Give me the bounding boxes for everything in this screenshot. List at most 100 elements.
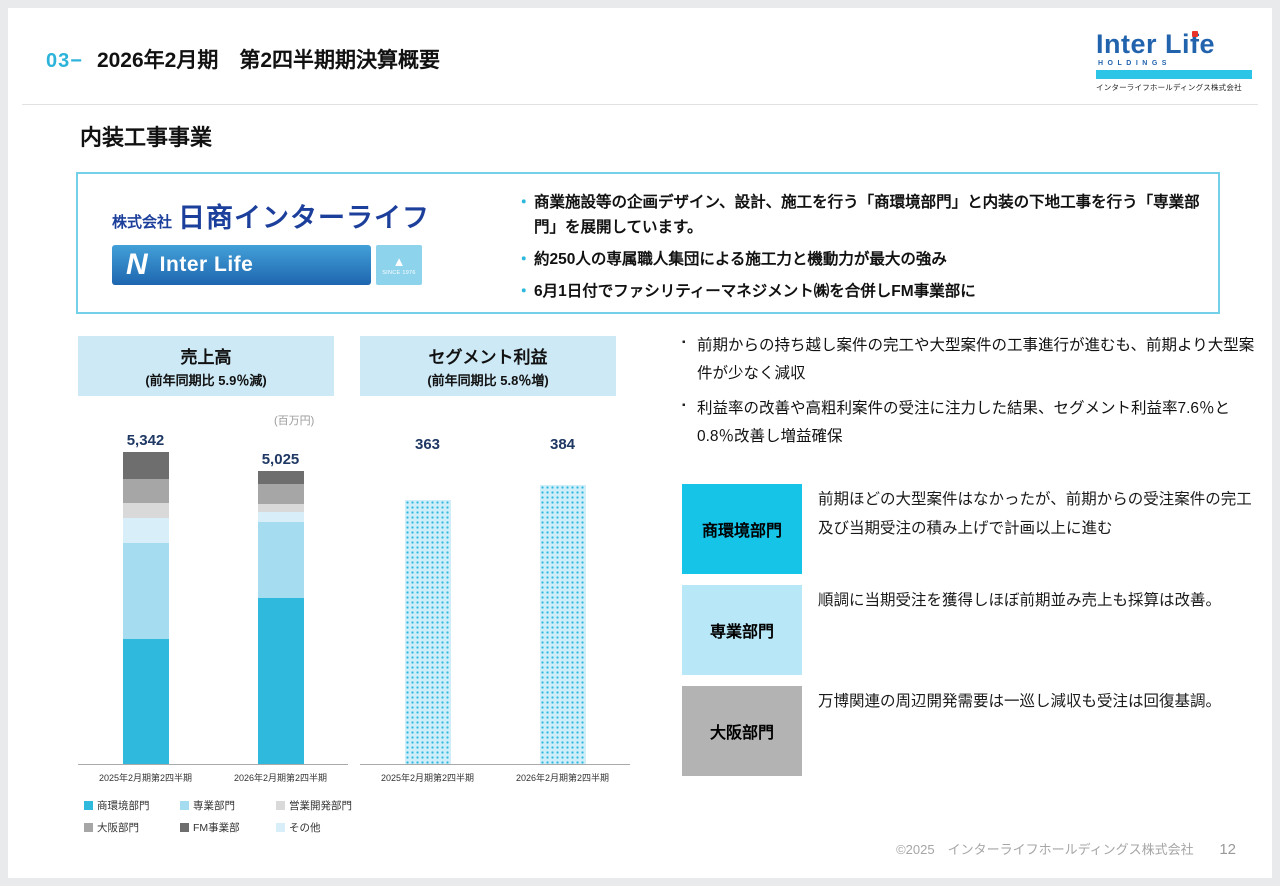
dept-label: 大阪部門: [682, 686, 802, 776]
company-bullet-text: 約250人の専属職人集団による施工力と機動力が最大の強み: [534, 251, 947, 269]
analysis-text: 利益率の改善や高粗利案件の受注に注力した結果、セグメント利益率7.6％と0.8％…: [697, 399, 1231, 445]
interlife-sub-logo: N Inter Life ▲ SINCE 1976: [112, 245, 422, 285]
analysis-text: 前期からの持ち越し案件の完工や大型案件の工事進行が進むも、前期より大型案件が少な…: [697, 337, 1255, 382]
square-bullet-icon: ▪: [682, 399, 686, 411]
company-bullet-list: ・ 商業施設等の企画デザイン、設計、施工を行う「商環境部門」と内装の下地工事を行…: [516, 190, 1222, 311]
legend-label: FM事業部: [193, 822, 240, 834]
dept-text: 順調に当期受注を獲得しほぼ前期並み売上も採算は改善。: [818, 592, 1222, 609]
legend-label: その他: [289, 822, 321, 834]
brand-holdings-label: HOLDINGS: [1098, 60, 1171, 68]
company-bullet-text: 商業施設等の企画デザイン、設計、施工を行う「商環境部門」と内装の下地工事を行う「…: [534, 194, 1200, 237]
segment-その他: [257, 511, 304, 522]
sales-chart-subtitle: (前年同期比 5.9％減): [145, 373, 267, 388]
dept-label: 商環境部門: [682, 484, 802, 574]
triangle-icon: ▲: [392, 253, 406, 269]
dot-bullet-icon: ・: [516, 194, 532, 211]
legend-swatch-icon: [276, 823, 285, 832]
x-axis-label: 2025年2月期第2四半期: [98, 773, 193, 783]
segment-商環境部門: [122, 638, 169, 764]
sales-chart-legend: 商環境部門 専業部門 営業開発部門大阪部門 FM事業部 その他: [84, 798, 394, 835]
segment-その他: [122, 518, 169, 544]
sales-chart-header: 売上高 (前年同期比 5.9％減): [78, 336, 334, 396]
interlife-logo-bar: N Inter Life: [112, 245, 371, 285]
company-logo: 株式会社 日商インターライフ N Inter Life ▲ SINCE 1976: [112, 196, 430, 285]
sales-bar-1: 5,025: [257, 450, 304, 764]
segment-営業開発部門: [122, 503, 169, 519]
x-axis-label: 2025年2月期第2四半期: [380, 773, 475, 783]
company-overview-box: 株式会社 日商インターライフ N Inter Life ▲ SINCE 1976 …: [76, 172, 1220, 314]
profit-bar-value: 363: [414, 436, 441, 453]
brand-company-name: インターライフホールディングス株式会社: [1096, 83, 1242, 93]
company-bullet: ・ 商業施設等の企画デザイン、設計、施工を行う「商環境部門」と内装の下地工事を行…: [516, 190, 1222, 240]
dot-bullet-icon: ・: [516, 251, 532, 269]
company-prefix: 株式会社: [112, 214, 173, 231]
profit-bar-value: 384: [549, 436, 576, 453]
legend-item: 専業部門: [180, 798, 276, 813]
dept-text: 前期ほどの大型案件はなかったが、前期からの受注案件の完工及び当期受注の積み上げで…: [818, 491, 1252, 537]
section-title: 内装工事事業: [80, 125, 213, 150]
unit-label: (百万円): [274, 415, 315, 427]
legend-item: FM事業部: [180, 820, 276, 835]
legend-label: 専業部門: [193, 800, 235, 812]
legend-label: 商環境部門: [97, 800, 150, 812]
brand-cyan-bar: [1096, 70, 1252, 80]
company-name: 日商インターライフ: [178, 203, 431, 233]
profit-bar-0: [404, 500, 451, 764]
profit-chart-xlabels: 2025年2月期第2四半期 2026年2月期第2四半期: [360, 771, 630, 784]
dot-bullet-icon: ・: [516, 283, 532, 301]
sales-chart-plot: 5,342 5,025: [78, 432, 348, 765]
profit-chart-values: 363 384: [360, 436, 630, 456]
dept-text: 万博関連の周辺開発需要は一巡し減収も受注は回復基調。: [818, 693, 1222, 710]
company-bullet: ・ 6月1日付でファシリティーマネジメント㈱を合併しFM事業部に: [516, 279, 1222, 304]
legend-swatch-icon: [84, 823, 93, 832]
profit-bar-1: [539, 485, 586, 764]
sales-bar-stack: [257, 470, 304, 764]
sales-bar-0: 5,342: [122, 432, 169, 764]
sales-bar-stack: [122, 452, 169, 764]
legend-swatch-icon: [180, 801, 189, 810]
legend-item: 営業開発部門: [276, 798, 388, 813]
profit-chart-title: セグメント利益: [428, 348, 548, 367]
segment-大阪部門: [122, 479, 169, 504]
company-bullet: ・ 約250人の専属職人集団による施工力と機動力が最大の強み: [516, 247, 1222, 272]
segment-FM事業部: [257, 470, 304, 484]
segment-商環境部門: [257, 597, 304, 764]
n-logo-icon: N: [126, 248, 148, 281]
legend-swatch-icon: [276, 801, 285, 810]
since-label: SINCE 1976: [382, 269, 416, 276]
slide-header: 03− 2026年2月期 第2四半期期決算概要: [46, 44, 440, 74]
dept-label: 専業部門: [682, 585, 802, 675]
sales-chart-xlabels: 2025年2月期第2四半期 2026年2月期第2四半期: [78, 771, 348, 784]
x-axis-label: 2026年2月期第2四半期: [233, 773, 328, 783]
company-name-line: 株式会社 日商インターライフ: [112, 196, 430, 235]
segment-FM事業部: [122, 452, 169, 480]
department-summaries: 商環境部門 前期ほどの大型案件はなかったが、前期からの受注案件の完工及び当期受注…: [682, 484, 1262, 787]
analysis-bullet: ▪ 利益率の改善や高粗利案件の受注に注力した結果、セグメント利益率7.6％と0.…: [682, 395, 1264, 451]
segment-専業部門: [122, 543, 169, 639]
profit-chart-plot: [360, 438, 630, 765]
profit-chart-header: セグメント利益 (前年同期比 5.8％増): [360, 336, 616, 396]
slide: 03− 2026年2月期 第2四半期期決算概要 Inter Life HOLDI…: [8, 8, 1272, 878]
dept-row-sengyo: 専業部門 順調に当期受注を獲得しほぼ前期並み売上も採算は改善。: [682, 585, 1262, 675]
header-divider: [22, 104, 1258, 105]
segment-大阪部門: [257, 483, 304, 504]
legend-item: その他: [276, 820, 388, 835]
x-axis-label: 2026年2月期第2四半期: [515, 773, 610, 783]
sales-bar-total: 5,025: [261, 450, 300, 468]
segment-専業部門: [257, 521, 304, 598]
legend-swatch-icon: [84, 801, 93, 810]
slide-footer: ©2025 インターライフホールディングス株式会社 12: [896, 839, 1236, 858]
legend-item: 商環境部門: [84, 798, 180, 813]
copyright-text: ©2025 インターライフホールディングス株式会社: [896, 842, 1194, 857]
brand-logo-text: Inter Life: [1096, 29, 1216, 59]
page-title: 2026年2月期 第2四半期期決算概要: [96, 49, 441, 72]
profit-chart-subtitle: (前年同期比 5.8％増): [427, 373, 549, 388]
legend-swatch-icon: [180, 823, 189, 832]
legend-item: 大阪部門: [84, 820, 180, 835]
sales-chart-title: 売上高: [180, 348, 232, 367]
company-bullet-text: 6月1日付でファシリティーマネジメント㈱を合併しFM事業部に: [534, 283, 976, 301]
segment-営業開発部門: [257, 503, 304, 512]
square-bullet-icon: ▪: [682, 337, 686, 348]
legend-label: 大阪部門: [97, 822, 139, 834]
logo-red-accent-icon: [1192, 31, 1198, 37]
